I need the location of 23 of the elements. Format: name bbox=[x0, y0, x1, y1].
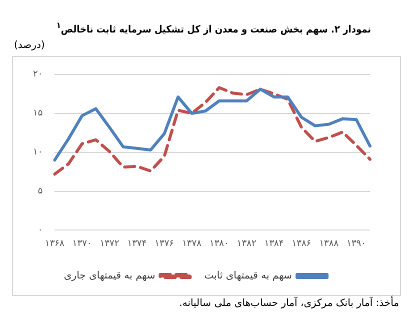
legend-label: سهم به قیمتهای جاری bbox=[64, 270, 156, 282]
y-tick-label: ۲۰ bbox=[32, 70, 43, 80]
x-tick-label: ۱۳۹۰ bbox=[346, 238, 366, 249]
y-tick-label: ۱۰ bbox=[32, 148, 43, 158]
legend-label: سهم به قیمتهای ثابت bbox=[204, 270, 292, 282]
x-tick-label: ۱۳۸۶ bbox=[292, 238, 312, 249]
x-tick-label: ۱۳۸۴ bbox=[264, 238, 284, 249]
x-tick-label: ۱۳۸۲ bbox=[236, 238, 256, 249]
x-tick-label: ۱۳۶۸ bbox=[44, 238, 64, 249]
y-tick-label: ۰ bbox=[38, 226, 43, 236]
x-tick-label: ۱۳۷۰ bbox=[72, 238, 92, 249]
y-tick-label: ۱۵ bbox=[32, 108, 43, 119]
text: مأخذ: آمار بانک مرکزی، آمار حساب‌های ملی سالیانه. bbox=[179, 298, 399, 309]
line-series bbox=[53, 86, 372, 176]
x-tick-label: ۱۳۷۴ bbox=[127, 238, 147, 249]
x-tick-label: ۱۳۸۸ bbox=[319, 238, 339, 249]
y-axis-title: (درصد) bbox=[14, 40, 45, 51]
chart-title: نمودار ۲. سهم بخش صنعت و معدن از کل تشکیل سرمایه ثابت ناخالص$^{۱}$ bbox=[56, 20, 371, 36]
x-tick-label: ۱۳۸۰ bbox=[210, 238, 229, 249]
y-tick-label: ۵ bbox=[38, 186, 43, 197]
x-tick-label: ۱۳۷۸ bbox=[182, 238, 202, 249]
x-tick-label: ۱۳۷۶ bbox=[154, 238, 174, 249]
x-tick-label: ۱۳۷۲ bbox=[100, 238, 120, 249]
